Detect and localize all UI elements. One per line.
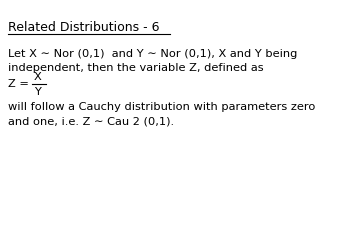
Text: Related Distributions - 6: Related Distributions - 6 — [8, 21, 160, 34]
Text: will follow a Cauchy distribution with parameters zero: will follow a Cauchy distribution with p… — [8, 102, 315, 112]
Text: Y: Y — [34, 87, 41, 97]
Text: and one, i.e. Z ∼ Cau 2 (0,1).: and one, i.e. Z ∼ Cau 2 (0,1). — [8, 116, 174, 126]
Text: Let X ∼ Nor (0,1)  and Y ∼ Nor (0,1), X and Y being: Let X ∼ Nor (0,1) and Y ∼ Nor (0,1), X a… — [8, 49, 297, 59]
Text: independent, then the variable Z, defined as: independent, then the variable Z, define… — [8, 63, 263, 73]
Text: X: X — [34, 72, 42, 82]
Text: Z =: Z = — [8, 79, 29, 89]
